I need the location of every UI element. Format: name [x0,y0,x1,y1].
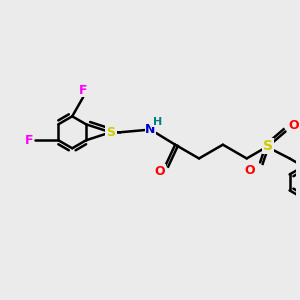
Text: O: O [244,164,255,177]
Text: N: N [145,123,156,136]
Text: F: F [25,134,33,147]
Text: O: O [154,165,165,178]
Text: S: S [106,126,116,139]
Text: O: O [288,119,299,132]
Text: F: F [79,84,88,97]
Text: S: S [263,139,273,153]
Text: H: H [153,117,162,127]
Text: N: N [106,126,116,139]
